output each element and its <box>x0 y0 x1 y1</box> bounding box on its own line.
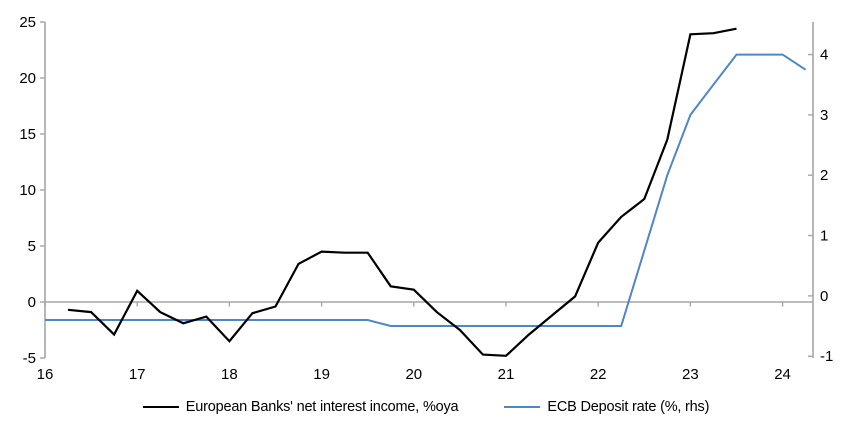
right-axis-tick-label: 4 <box>820 47 828 64</box>
left-axis-tick-label: 10 <box>19 182 36 199</box>
left-axis-tick-label: -5 <box>23 350 36 367</box>
right-axis-tick-label: 1 <box>820 228 828 245</box>
left-axis-tick-label: 0 <box>28 294 36 311</box>
right-axis-tick-label: -1 <box>820 348 833 365</box>
x-axis-tick-label: 18 <box>221 366 238 383</box>
legend-label-deposit-rate: ECB Deposit rate (%, rhs) <box>547 399 710 415</box>
right-axis-tick-label: 0 <box>820 288 828 305</box>
x-axis-tick-label: 22 <box>590 366 607 383</box>
black-line-swatch <box>142 406 179 408</box>
legend-item-deposit-rate: ECB Deposit rate (%, rhs) <box>504 399 709 415</box>
series-line-0 <box>67 27 737 357</box>
right-axis-tick-label: 3 <box>820 107 828 124</box>
left-axis-tick-label: 15 <box>19 126 36 143</box>
x-axis-tick-label: 19 <box>313 366 330 383</box>
x-axis-tick-label: 21 <box>498 366 515 383</box>
legend-item-nii: European Banks' net interest income, %oy… <box>142 399 459 415</box>
chart-legend: European Banks' net interest income, %oy… <box>0 392 852 422</box>
series-line-1 <box>45 53 807 327</box>
x-axis-tick-label: 16 <box>37 366 54 383</box>
left-axis-tick-label: 5 <box>28 238 36 255</box>
x-axis-tick-label: 24 <box>774 366 791 383</box>
x-axis-tick-label: 23 <box>682 366 699 383</box>
left-axis-tick-label: 20 <box>19 70 36 87</box>
blue-line-swatch <box>504 406 541 408</box>
x-axis-tick-label: 17 <box>129 366 146 383</box>
left-axis-tick-label: 25 <box>19 14 36 31</box>
legend-label-nii: European Banks' net interest income, %oy… <box>185 399 459 415</box>
right-axis-tick-label: 2 <box>820 167 828 184</box>
x-axis-tick-label: 20 <box>405 366 422 383</box>
